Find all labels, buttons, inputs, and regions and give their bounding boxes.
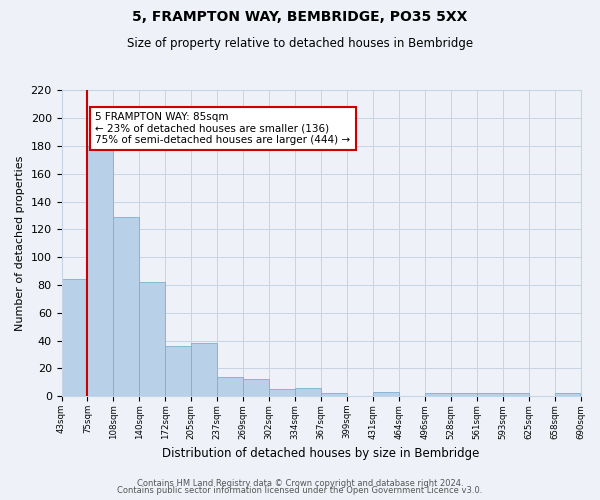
Bar xyxy=(62,280,88,396)
Text: 5 FRAMPTON WAY: 85sqm
← 23% of detached houses are smaller (136)
75% of semi-det: 5 FRAMPTON WAY: 85sqm ← 23% of detached … xyxy=(95,112,350,145)
Bar xyxy=(321,394,347,396)
Bar xyxy=(139,282,166,396)
Bar xyxy=(166,346,191,396)
Bar xyxy=(217,376,243,396)
Text: Contains public sector information licensed under the Open Government Licence v3: Contains public sector information licen… xyxy=(118,486,482,495)
X-axis label: Distribution of detached houses by size in Bembridge: Distribution of detached houses by size … xyxy=(163,447,480,460)
Bar xyxy=(88,146,113,396)
Bar xyxy=(451,394,477,396)
Bar xyxy=(477,394,503,396)
Text: Contains HM Land Registry data © Crown copyright and database right 2024.: Contains HM Land Registry data © Crown c… xyxy=(137,478,463,488)
Bar xyxy=(373,392,399,396)
Bar xyxy=(243,380,269,396)
Bar xyxy=(113,217,139,396)
Text: 5, FRAMPTON WAY, BEMBRIDGE, PO35 5XX: 5, FRAMPTON WAY, BEMBRIDGE, PO35 5XX xyxy=(133,10,467,24)
Y-axis label: Number of detached properties: Number of detached properties xyxy=(15,156,25,331)
Bar xyxy=(295,388,321,396)
Bar xyxy=(554,394,580,396)
Bar xyxy=(425,394,451,396)
Bar xyxy=(503,394,529,396)
Bar xyxy=(191,344,217,396)
Text: Size of property relative to detached houses in Bembridge: Size of property relative to detached ho… xyxy=(127,38,473,51)
Bar xyxy=(269,389,295,396)
